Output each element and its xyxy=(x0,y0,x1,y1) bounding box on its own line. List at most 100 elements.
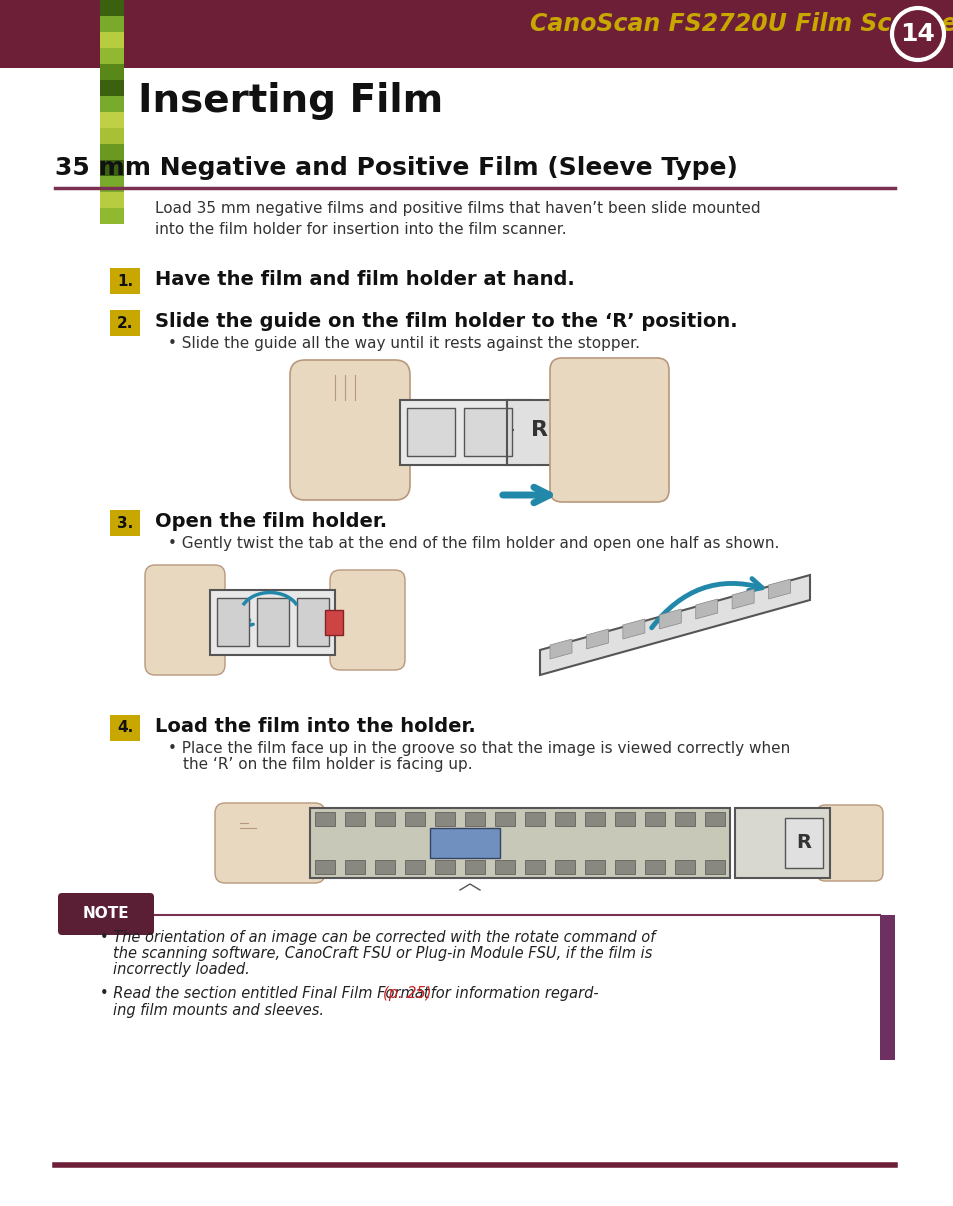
Text: NOTE: NOTE xyxy=(83,907,130,921)
Bar xyxy=(100,48,124,64)
Bar xyxy=(644,860,664,874)
Text: • Read the section entitled Final Film Format: • Read the section entitled Final Film F… xyxy=(100,987,434,1001)
Bar xyxy=(704,860,724,874)
Bar xyxy=(784,818,822,868)
Text: Have the film and film holder at hand.: Have the film and film holder at hand. xyxy=(154,270,574,289)
Bar xyxy=(435,860,455,874)
Bar xyxy=(524,812,544,826)
Bar xyxy=(584,860,604,874)
Text: Load the film into the holder.: Load the film into the holder. xyxy=(154,718,476,736)
Bar xyxy=(879,915,894,1060)
FancyBboxPatch shape xyxy=(110,510,140,535)
FancyBboxPatch shape xyxy=(110,715,140,740)
Text: 35 mm Negative and Positive Film (Sleeve Type): 35 mm Negative and Positive Film (Sleeve… xyxy=(55,156,737,180)
Text: • Place the film face up in the groove so that the image is viewed correctly whe: • Place the film face up in the groove s… xyxy=(168,740,789,756)
FancyBboxPatch shape xyxy=(330,570,405,671)
Text: 2.: 2. xyxy=(116,316,133,330)
Bar xyxy=(100,64,124,80)
Text: • Slide the guide all the way until it rests against the stopper.: • Slide the guide all the way until it r… xyxy=(168,336,639,351)
Bar xyxy=(314,860,335,874)
Text: Open the film holder.: Open the film holder. xyxy=(154,513,387,531)
Bar xyxy=(100,16,124,33)
Text: (p. 25): (p. 25) xyxy=(382,987,431,1001)
Bar xyxy=(100,33,124,48)
Bar xyxy=(555,812,575,826)
Bar xyxy=(407,408,455,456)
Bar xyxy=(644,812,664,826)
Bar xyxy=(405,812,424,826)
Text: CanoScan FS2720U Film Scanner: CanoScan FS2720U Film Scanner xyxy=(530,12,953,36)
Bar xyxy=(100,192,124,207)
Bar xyxy=(506,400,561,466)
Polygon shape xyxy=(659,609,680,630)
Bar xyxy=(100,80,124,96)
Text: Inserting Film: Inserting Film xyxy=(138,82,443,121)
Bar xyxy=(464,860,484,874)
FancyBboxPatch shape xyxy=(290,361,410,500)
Bar xyxy=(435,812,455,826)
Bar xyxy=(375,812,395,826)
Text: incorrectly loaded.: incorrectly loaded. xyxy=(112,962,250,977)
Text: 14: 14 xyxy=(900,22,935,46)
Bar xyxy=(463,408,512,456)
FancyBboxPatch shape xyxy=(145,564,225,675)
Bar xyxy=(399,400,530,466)
Text: R: R xyxy=(531,420,548,440)
Bar xyxy=(430,829,499,857)
Text: for information regard-: for information regard- xyxy=(425,987,598,1001)
Bar xyxy=(0,0,953,68)
Bar xyxy=(495,860,515,874)
Bar xyxy=(615,860,635,874)
Bar xyxy=(675,860,695,874)
Bar xyxy=(296,598,329,646)
Bar xyxy=(100,112,124,128)
Polygon shape xyxy=(695,599,717,619)
Bar xyxy=(256,598,289,646)
FancyBboxPatch shape xyxy=(110,310,140,336)
Bar xyxy=(615,812,635,826)
FancyBboxPatch shape xyxy=(816,804,882,882)
Bar xyxy=(100,96,124,112)
Bar xyxy=(704,812,724,826)
FancyBboxPatch shape xyxy=(214,803,325,883)
Bar xyxy=(100,207,124,224)
Bar xyxy=(100,0,124,16)
Bar xyxy=(345,812,365,826)
FancyBboxPatch shape xyxy=(58,892,153,935)
Text: Slide the guide on the film holder to the ‘R’ position.: Slide the guide on the film holder to th… xyxy=(154,312,737,330)
Polygon shape xyxy=(622,619,644,639)
Circle shape xyxy=(891,8,943,60)
Bar xyxy=(216,598,249,646)
Text: • The orientation of an image can be corrected with the rotate command of: • The orientation of an image can be cor… xyxy=(100,930,655,946)
FancyBboxPatch shape xyxy=(110,268,140,294)
Bar xyxy=(100,176,124,192)
Polygon shape xyxy=(768,579,790,599)
Bar xyxy=(675,812,695,826)
Bar xyxy=(100,144,124,160)
Text: R: R xyxy=(796,833,811,853)
Polygon shape xyxy=(539,575,809,675)
Text: the scanning software, CanoCraft FSU or Plug-in Module FSU, if the film is: the scanning software, CanoCraft FSU or … xyxy=(112,946,652,961)
Polygon shape xyxy=(586,630,608,649)
Text: • Gently twist the tab at the end of the film holder and open one half as shown.: • Gently twist the tab at the end of the… xyxy=(168,535,779,551)
Bar xyxy=(314,812,335,826)
Bar xyxy=(310,808,729,878)
Polygon shape xyxy=(550,639,572,658)
FancyBboxPatch shape xyxy=(550,358,668,502)
Text: 4.: 4. xyxy=(117,720,133,736)
Bar xyxy=(464,812,484,826)
Bar xyxy=(495,812,515,826)
Text: the ‘R’ on the film holder is facing up.: the ‘R’ on the film holder is facing up. xyxy=(183,757,472,772)
Bar xyxy=(734,808,829,878)
Bar xyxy=(100,160,124,176)
Text: 1.: 1. xyxy=(117,274,132,288)
Bar xyxy=(405,860,424,874)
Polygon shape xyxy=(731,589,754,609)
Bar xyxy=(555,860,575,874)
Bar xyxy=(375,860,395,874)
Bar xyxy=(584,812,604,826)
Text: ing film mounts and sleeves.: ing film mounts and sleeves. xyxy=(112,1003,324,1018)
Bar xyxy=(345,860,365,874)
Bar xyxy=(524,860,544,874)
Text: 3.: 3. xyxy=(117,515,133,531)
